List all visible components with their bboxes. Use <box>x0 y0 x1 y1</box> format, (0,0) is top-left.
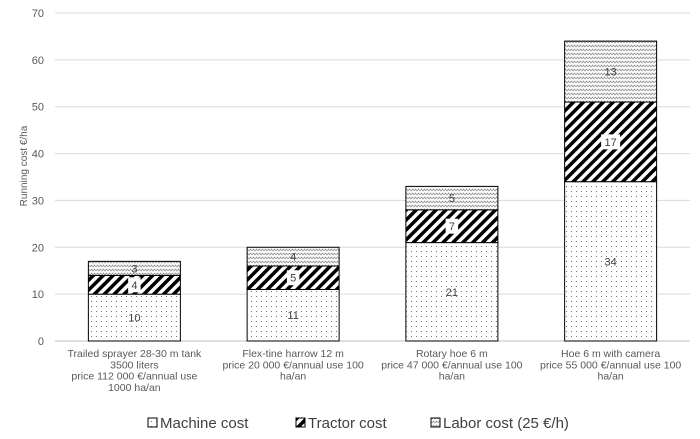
x-category-label: price 47 000 €/annual use 100 <box>381 359 522 371</box>
x-category-label: Flex-tine harrow 12 m <box>242 348 344 360</box>
data-label: 5 <box>290 273 296 285</box>
y-axis-tick-labels: 0 10 20 30 40 50 60 70 <box>32 8 44 348</box>
y-tick-label: 10 <box>32 289 44 301</box>
data-label-background <box>601 134 621 150</box>
x-category-label: ha/an <box>597 371 623 383</box>
bar-segment-labor-cost-25-h <box>87 260 181 276</box>
data-label-background <box>128 277 141 293</box>
x-category-label: ha/an <box>439 371 465 383</box>
data-label: 34 <box>605 256 617 268</box>
y-tick-label: 40 <box>32 149 44 161</box>
data-label: 5 <box>449 193 455 205</box>
data-label: 17 <box>605 137 617 149</box>
x-category-label: ha/an <box>280 371 306 383</box>
data-label-background <box>445 218 459 234</box>
y-tick-label: 0 <box>38 336 44 348</box>
x-category-label: Rotary hoe 6 m <box>416 348 488 360</box>
bar-segment-machine-cost <box>87 293 181 342</box>
data-label: 13 <box>605 67 617 79</box>
legend-label-machine-cost: Machine cost <box>160 415 249 432</box>
bar-segment-labor-cost-25-h <box>564 40 658 103</box>
legend-swatch-tractor-cost <box>295 417 306 428</box>
bar-segment-machine-cost <box>405 242 499 342</box>
x-category-label: price 55 000 €/annual use 100 <box>540 359 681 371</box>
bar-segment-machine-cost <box>246 288 340 342</box>
legend-label-tractor-cost: Tractor cost <box>308 415 387 432</box>
data-label: 4 <box>290 252 296 264</box>
x-category-label: Trailed sprayer 28-30 m tank <box>67 348 202 360</box>
x-category-label: 3500 liters <box>110 359 158 371</box>
bar-segment-labor-cost-25-h <box>246 246 340 267</box>
bar-segment-labor-cost-25-h <box>405 185 499 211</box>
legend-swatch-labor-cost-25-h <box>430 417 441 428</box>
y-tick-label: 70 <box>32 8 44 20</box>
data-label: 10 <box>128 313 140 325</box>
data-label: 11 <box>287 310 298 322</box>
y-tick-label: 50 <box>32 102 44 114</box>
x-category-label: 1000 ha/an <box>108 382 161 394</box>
y-axis-label: Running cost €/ha <box>19 125 30 206</box>
data-label: 3 <box>131 263 137 275</box>
legend-swatch-machine-cost <box>147 417 158 428</box>
legend-label-labor-cost-25-h: Labor cost (25 €/h) <box>443 415 569 432</box>
data-label: 7 <box>449 221 455 233</box>
bars: 10 4 3 11 5 4 21 7 5 34 17 13 <box>87 40 658 342</box>
y-tick-label: 20 <box>32 242 44 254</box>
legend: Machine cost Tractor cost Labor cost (25 €… <box>147 415 569 432</box>
x-category-label: price 112 000 €/annual use <box>71 371 197 383</box>
data-label: 21 <box>446 287 458 299</box>
data-label-background <box>286 270 300 286</box>
x-category-label: Hoe 6 m with camera <box>561 348 660 360</box>
y-tick-label: 60 <box>32 55 44 67</box>
bar-segment-machine-cost <box>564 181 658 342</box>
data-label: 4 <box>131 280 137 292</box>
x-category-label: price 20 000 €/annual use 100 <box>222 359 363 371</box>
y-tick-label: 30 <box>32 195 44 207</box>
